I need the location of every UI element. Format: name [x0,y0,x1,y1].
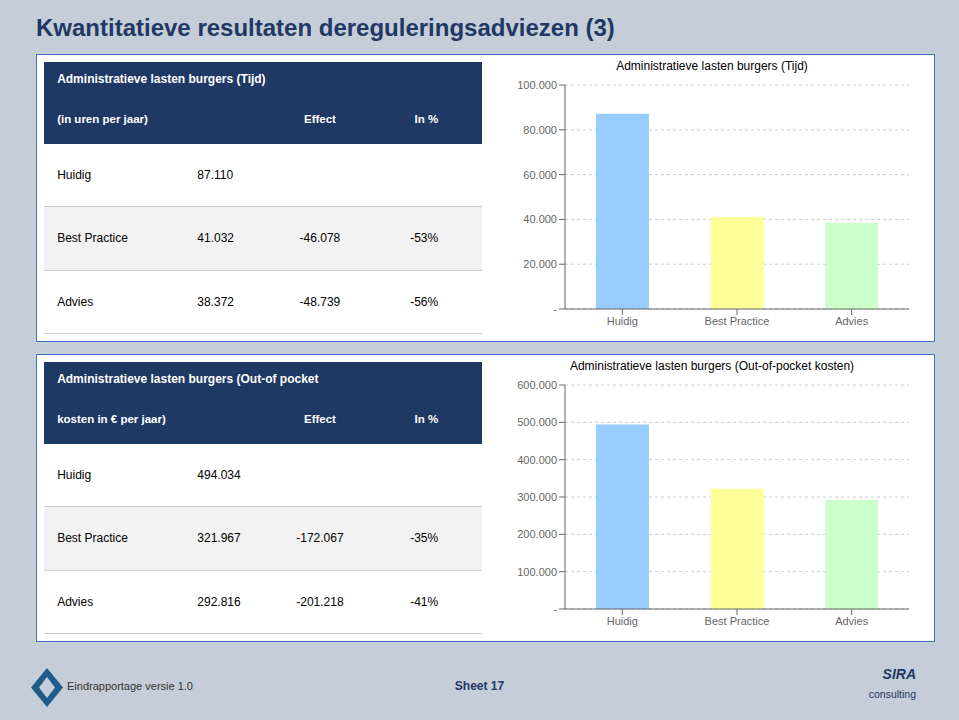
html-text:-201.218: -201.218 [296,594,344,609]
html-text:494.034: 494.034 [197,467,241,482]
html-text:-46.078: -46.078 [299,231,341,246]
html-text:Effect: Effect [304,413,336,426]
html-text:Advies: Advies [57,594,94,609]
svg-text:100.000: 100.000 [517,79,557,91]
svg-text:40.000: 40.000 [523,213,557,225]
svg-text:20.000: 20.000 [523,258,557,270]
html-text:Administratieve lasten burgers: Administratieve lasten burgers (Out-of p… [57,371,319,386]
svg-text:Best Practice: Best Practice [705,315,770,327]
html-text:Effect: Effect [304,113,336,126]
svg-text:Huidig: Huidig [607,615,638,627]
svg-text:Best Practice: Best Practice [705,615,770,627]
html-text:38.372: 38.372 [197,294,234,309]
html-text:Administratieve lasten burgers: Administratieve lasten burgers (Tijd) [616,59,808,73]
html-text:41.032: 41.032 [197,231,234,246]
html-text:SIRA: SIRA [882,666,916,682]
html-text:Huidig: Huidig [57,467,92,482]
html-text:-35%: -35% [410,531,439,546]
html-text:In %: In % [414,113,439,126]
html-text:-48.739: -48.739 [299,294,341,309]
html-text:Kwantitatieve resultaten dereg: Kwantitatieve resultaten dereguleringsad… [36,14,615,41]
svg-text:400.000: 400.000 [517,454,557,466]
svg-text:Advies: Advies [835,315,869,327]
html-text:Best Practice: Best Practice [57,531,128,546]
svg-text:500.000: 500.000 [517,416,557,428]
html-text:kosten in € per jaar): kosten in € per jaar) [57,413,166,426]
html-text:-53%: -53% [410,231,439,246]
html-text:-172.067: -172.067 [296,531,344,546]
html-text:Administratieve lasten burgers: Administratieve lasten burgers (Tijd) [57,71,266,86]
html-text:In %: In % [414,413,439,426]
svg-text:600.000: 600.000 [517,379,557,391]
html-text:-41%: -41% [410,594,439,609]
svg-text:60.000: 60.000 [523,169,557,181]
html-text:321.967: 321.967 [197,531,241,546]
html-text:Sheet 17: Sheet 17 [454,679,505,693]
html-text:consulting: consulting [868,688,916,700]
html-text:-56%: -56% [410,294,439,309]
svg-text:Advies: Advies [835,615,869,627]
svg-text:300.000: 300.000 [517,491,557,503]
html-text:Best Practice: Best Practice [57,231,128,246]
svg-text:Huidig: Huidig [607,315,638,327]
svg-text:-: - [553,603,557,615]
html-text:(in uren per jaar): (in uren per jaar) [57,113,148,126]
svg-text:100.000: 100.000 [517,566,557,578]
html-text:87.110: 87.110 [197,167,234,182]
svg-text:-: - [553,303,557,315]
html-text:Administratieve lasten burgers: Administratieve lasten burgers (Out-of-p… [569,359,855,373]
svg-text:80.000: 80.000 [523,124,557,136]
html-text:Huidig: Huidig [57,167,92,182]
html-text:Eindrapportage versie 1.0: Eindrapportage versie 1.0 [67,680,193,692]
html-text:292.816: 292.816 [197,594,241,609]
svg-text:200.000: 200.000 [517,528,557,540]
html-text:Advies: Advies [57,294,94,309]
